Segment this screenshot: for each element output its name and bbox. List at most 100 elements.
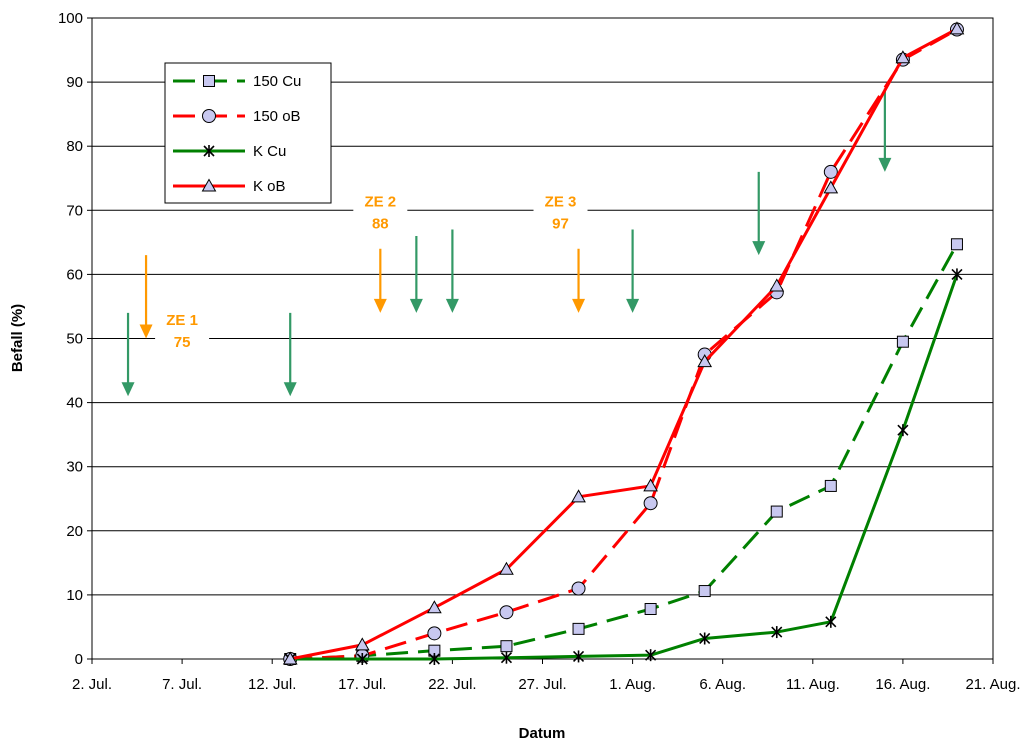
arrows: [121, 88, 892, 397]
annotation-value: 97: [552, 215, 569, 232]
data-point: [643, 496, 658, 511]
data-point: [895, 50, 911, 64]
arrow-head: [373, 298, 387, 313]
data-point: [201, 178, 217, 192]
x-axis-label: Datum: [519, 725, 566, 742]
arrow-head: [878, 157, 892, 172]
arrow-head: [445, 298, 459, 313]
annotation: ZE 1 75: [155, 305, 210, 352]
annotation-value: 75: [174, 334, 191, 351]
arrow: [139, 255, 153, 339]
x-tick-label: 6. Aug.: [699, 676, 746, 693]
data-point: [771, 626, 783, 639]
x-tick-label: 7. Jul.: [162, 676, 202, 693]
legend-entry: K oB: [173, 178, 286, 195]
data-point: [203, 145, 215, 157]
data-point: [896, 335, 909, 348]
x-tick-label: 11. Aug.: [786, 676, 840, 693]
arrow-head: [283, 382, 297, 397]
y-tick-label: 20: [66, 523, 83, 540]
data-point: [897, 424, 909, 437]
arrow-head: [752, 241, 766, 256]
y-tick-label: 70: [66, 202, 83, 219]
series-line: [289, 27, 958, 661]
x-tick-label: 2. Jul.: [72, 676, 112, 693]
data-point: [427, 600, 442, 614]
data-point: [203, 75, 215, 87]
arrow-head: [409, 298, 423, 313]
data-point: [950, 238, 963, 251]
data-point: [427, 626, 442, 641]
data-point: [428, 653, 440, 665]
legend-entry: 150 oB: [173, 108, 301, 125]
legend: 150 Cu 150 oB K Cu K oB: [164, 62, 332, 204]
y-tick-label: 100: [58, 10, 83, 27]
data-point: [645, 649, 657, 662]
arrow: [373, 248, 387, 313]
data-point: [202, 109, 216, 123]
data-point: [572, 622, 585, 635]
series-150-cu: [284, 238, 963, 665]
x-tick-label: 1. Aug.: [609, 676, 656, 693]
arrow-head: [121, 382, 135, 397]
data-point: [571, 581, 586, 596]
x-tick-label: 27. Jul.: [518, 676, 566, 693]
data-point: [698, 585, 711, 598]
data-point: [356, 653, 368, 665]
series-k-ob: [282, 21, 965, 665]
y-tick-label: 60: [66, 266, 83, 283]
data-point: [500, 640, 513, 653]
data-point: [697, 354, 713, 368]
legend-label: 150 Cu: [253, 73, 301, 90]
data-point: [823, 164, 838, 179]
series: [282, 21, 965, 666]
data-point: [500, 651, 513, 664]
legend-label: K oB: [253, 178, 286, 195]
x-tick-label: 12. Jul.: [248, 676, 296, 693]
gridlines: [92, 81, 993, 596]
x-tick-label: 21. Aug.: [965, 676, 1020, 693]
y-tick-label: 10: [66, 587, 83, 604]
y-axis-label: Befall (%): [9, 304, 26, 372]
arrow: [752, 171, 766, 256]
arrow: [283, 312, 297, 397]
annotations: ZE 1 75 ZE 2 88 ZE 3 97: [155, 187, 588, 352]
arrow-head: [572, 298, 586, 313]
data-point: [824, 479, 837, 492]
annotation-background: [353, 187, 408, 234]
arrow: [445, 229, 459, 313]
y-tick-label: 90: [66, 74, 83, 91]
y-tick-label: 30: [66, 459, 83, 476]
legend-box: [164, 62, 332, 204]
x-tick-label: 22. Jul.: [428, 676, 476, 693]
data-point: [282, 651, 298, 665]
y-tick-label: 40: [66, 395, 83, 412]
data-point: [499, 605, 514, 620]
arrow: [572, 248, 586, 313]
series-line: [290, 28, 958, 661]
annotation: ZE 2 88: [353, 187, 408, 234]
data-point: [949, 21, 965, 35]
data-point: [499, 561, 514, 575]
x-tick-label: 17. Jul.: [338, 676, 386, 693]
series-150-ob: [283, 22, 964, 666]
annotation-value: 88: [372, 215, 389, 232]
x-axis: 2. Jul. 7. Jul. 12. Jul. 17. Jul. 22. Jul. 27…: [72, 659, 1021, 693]
y-tick-label: 50: [66, 331, 83, 348]
arrow: [626, 229, 640, 313]
legend-label: K Cu: [253, 143, 286, 160]
arrow-head: [626, 298, 640, 313]
series-line: [290, 243, 959, 661]
data-point: [354, 637, 370, 651]
data-point: [699, 632, 711, 645]
data-point: [770, 505, 783, 518]
annotation-label: ZE 2: [364, 193, 396, 210]
arrow: [121, 312, 135, 397]
annotation: ZE 3 97: [533, 187, 588, 234]
legend-entry: 150 Cu: [173, 73, 301, 90]
y-axis: 0 10 20 30 40 50 60 70 80 90 100: [58, 10, 92, 668]
legend-label: 150 oB: [253, 108, 301, 125]
arrow-head: [139, 324, 153, 339]
x-tick-label: 16. Aug.: [875, 676, 930, 693]
